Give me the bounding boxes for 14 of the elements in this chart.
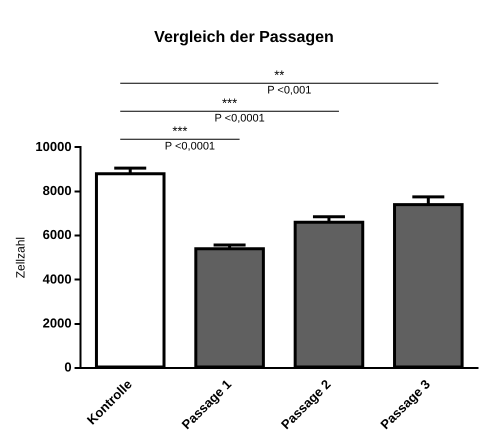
annotation: P <0,0001	[164, 140, 216, 153]
text: ***	[172, 123, 188, 138]
y-tick-label: 0	[64, 360, 72, 375]
chart-title: Vergleich der Passagen	[154, 29, 334, 46]
y-axis-title: Zellzahl	[14, 236, 28, 278]
y-tick-label: 10000	[35, 138, 72, 154]
text: **	[274, 67, 284, 82]
y-tick-label: 6000	[42, 227, 72, 242]
text: P <0,001	[267, 84, 312, 97]
y-tick-label: 2000	[42, 315, 72, 330]
y-tick-label: 4000	[42, 271, 72, 286]
y-tick-label: 8000	[42, 182, 72, 198]
text: P <0,0001	[214, 112, 265, 125]
text: ***	[222, 95, 238, 110]
